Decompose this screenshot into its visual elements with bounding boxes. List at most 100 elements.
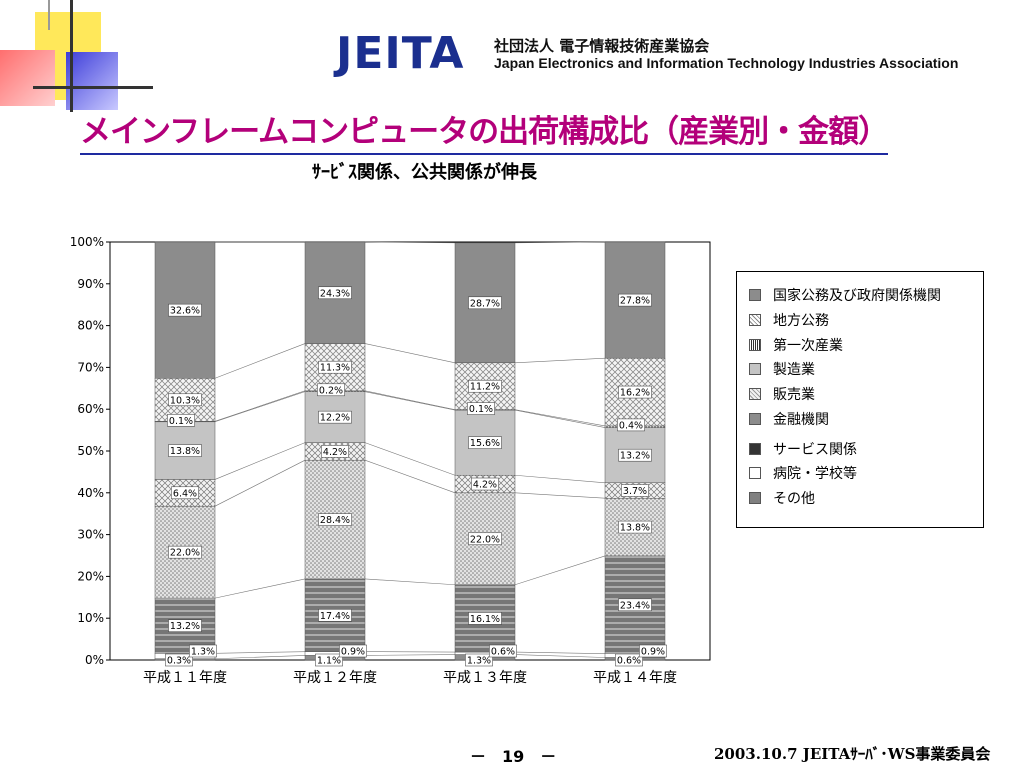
data-label: 11.3% [320,363,350,374]
legend-swatch [749,492,761,504]
series-connector-line [514,555,606,586]
legend-swatch [749,388,761,400]
data-label-box [618,520,652,534]
data-label: 0.9% [341,647,365,658]
legend-swatch [749,443,761,455]
y-tick-label: 100% [70,235,104,249]
y-tick-label: 40% [77,486,104,500]
logo-japanese-name: 社団法人 電子情報技術産業協会 [494,37,710,55]
data-label: 1.3% [191,647,215,658]
page-number: － 19 － [470,747,557,766]
decor-horizontal-line [33,86,153,89]
data-label-box [618,448,652,462]
data-label-box [318,513,352,526]
data-label: 4.2% [473,480,497,491]
legend-swatch [749,413,761,425]
data-label-box [467,402,495,415]
data-label-box [621,484,649,497]
series-connector-line [514,651,606,655]
data-label: 16.2% [620,388,650,399]
data-label-box [615,653,643,667]
data-label: 22.0% [470,534,500,545]
data-label-box [317,383,345,397]
data-label-box [168,619,202,632]
series-connector-line [364,343,456,364]
x-category-label: 平成１３年度 [443,670,527,686]
decor-vertical-line-thin [48,0,50,30]
decor-red-square [0,50,55,106]
series-connector-line [214,343,306,379]
series-connector-line [214,459,306,507]
data-label-box [321,445,349,458]
data-label: 0.3% [167,656,191,667]
series-connector-line [214,651,306,654]
page-title: メインフレームコンピュータの出荷構成比（産業別・金額） [80,106,889,155]
page-subtitle: ｻｰﾋﾞｽ関係、公共関係が伸長 [312,162,537,183]
data-label: 13.2% [620,451,650,462]
jeita-logo: JEITA 社団法人 電子情報技術産業協会 Japan Electronics … [336,28,1006,79]
series-connector-line [514,409,606,428]
y-tick-label: 60% [77,402,104,416]
data-label: 13.2% [170,621,200,632]
series-connector-line [364,654,456,656]
data-label: 24.3% [320,288,350,299]
series-connector-line [214,578,306,599]
legend-label: 販売業 [773,387,815,403]
data-label: 3.7% [623,486,647,497]
legend-swatch [749,289,761,301]
data-label-box [168,393,202,407]
series-connector-line [514,474,606,484]
data-label-box [318,286,352,300]
data-label-box [471,477,499,491]
series-connector-line [214,391,306,423]
logo-mark: JEITA [336,28,465,79]
series-connector-line [514,241,606,244]
legend-swatch [749,314,761,326]
data-label: 27.8% [620,296,650,307]
decor-vertical-line [70,0,73,112]
y-tick-label: 50% [77,444,104,458]
data-label: 6.4% [173,488,197,499]
legend-label: 地方公務 [773,313,829,329]
series-connector-line [214,442,306,480]
legend-swatch [749,467,761,479]
data-label: 17.4% [320,611,350,622]
y-tick-label: 70% [77,360,104,374]
data-label-box [617,418,645,432]
y-tick-label: 20% [77,569,104,583]
data-label: 32.6% [170,306,200,317]
x-category-label: 平成１１年度 [143,670,227,686]
data-label: 0.6% [491,647,515,658]
bar-segment [304,578,366,652]
data-label-box [468,436,502,449]
data-label-box [639,644,667,658]
data-label-box [468,379,502,393]
data-label-box [468,296,502,310]
data-label-box [618,598,652,612]
y-tick-label: 90% [77,277,104,291]
data-label-box [168,303,202,317]
data-label-box [165,653,193,667]
y-tick-label: 80% [77,319,104,333]
data-label-box [468,532,502,546]
legend-label: 第一次産業 [773,338,843,354]
series-connector-line [364,578,456,586]
data-label: 1.1% [317,656,341,667]
series-connector-line [514,357,606,364]
logo-english-name: Japan Electronics and Information Techno… [494,55,959,71]
data-label: 10.3% [170,395,200,406]
footer-credit: 2003.10.7 JEITAｻｰﾊﾞ･WS事業委員会 [714,745,991,763]
chart-legend: 国家公務及び政府関係機関 地方公務 第一次産業 製造業 販売業 金融機関 サービス関係 病院・… [736,271,984,528]
data-label-box [168,444,202,457]
data-label-box [318,360,352,374]
y-tick-label: 0% [85,653,104,667]
data-label-box [171,486,199,500]
data-label: 1.3% [467,656,491,667]
series-connector-line [214,390,306,422]
data-label-box [618,293,652,307]
data-label-box [339,644,367,658]
decor-blue-square [66,52,118,110]
data-label: 0.1% [469,404,493,415]
series-connector-line [364,391,456,411]
